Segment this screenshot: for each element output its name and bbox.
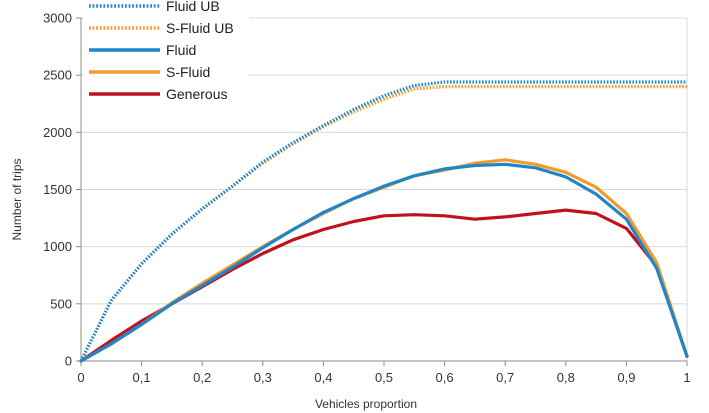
legend-label-3: S-Fluid — [166, 64, 210, 80]
y-tick-label-5: 2500 — [43, 68, 72, 83]
y-tick-label-2: 1000 — [43, 239, 72, 254]
x-tick-label-1: 0,1 — [133, 370, 151, 385]
y-tick-label-1: 500 — [50, 296, 72, 311]
series-line-fluid — [79, 162, 689, 363]
y-axis-title: Number of trips — [10, 158, 24, 240]
legend-label-4: Generous — [166, 86, 227, 102]
y-tick-label-0: 0 — [65, 354, 72, 369]
x-tick-label-6: 0,6 — [436, 370, 454, 385]
series-line-s-fluid-ub — [79, 84, 687, 362]
x-tick-label-3: 0,3 — [254, 370, 272, 385]
legend: Fluid UB S-Fluid UB Fluid S-Fluid Generous — [84, 0, 249, 107]
x-axis-title: Vehicles proportion — [315, 397, 417, 411]
x-tick-label-8: 0,8 — [557, 370, 575, 385]
axes — [76, 17, 688, 366]
legend-label-0: Fluid UB — [166, 0, 220, 14]
x-tick-label-2: 0,2 — [193, 370, 211, 385]
x-tick-label-0: 0 — [77, 370, 84, 385]
legend-label-2: Fluid — [166, 42, 196, 58]
x-tick-label-5: 0,5 — [375, 370, 393, 385]
legend-background — [84, 0, 249, 107]
y-tick-label-6: 3000 — [43, 11, 72, 26]
series-line-generous — [79, 208, 689, 363]
tick-labels: 0 500 1000 1500 2000 2500 3000 0 0,1 0,2 0,3 0,4 0,5… — [43, 11, 691, 386]
x-tick-label-10: 1 — [683, 370, 690, 385]
y-tick-label-3: 1500 — [43, 182, 72, 197]
series-line-fluid-ub — [79, 80, 687, 362]
x-tick-label-4: 0,4 — [314, 370, 332, 385]
x-tick-label-9: 0,9 — [617, 370, 635, 385]
x-tick-label-7: 0,7 — [496, 370, 514, 385]
series-lines — [79, 80, 689, 363]
y-tick-label-4: 2000 — [43, 125, 72, 140]
legend-label-1: S-Fluid UB — [166, 20, 234, 36]
